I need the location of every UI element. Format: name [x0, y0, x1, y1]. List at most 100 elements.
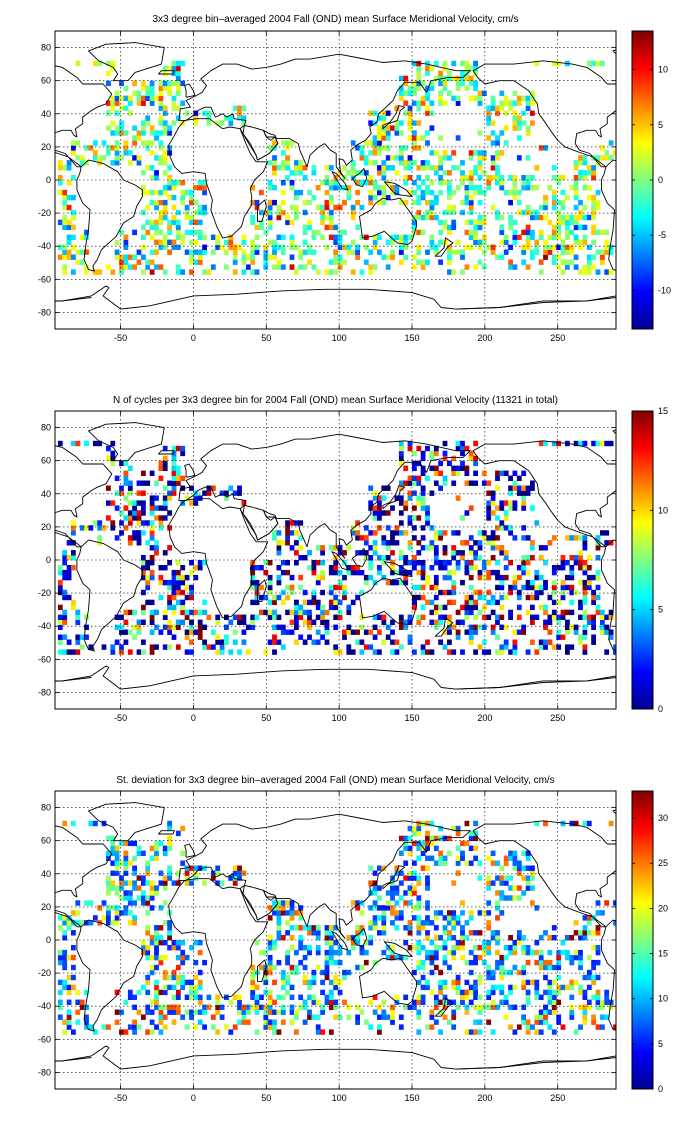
data-bin: [512, 629, 518, 635]
data-bin: [232, 105, 238, 111]
data-bin: [433, 170, 439, 176]
data-bin: [285, 930, 290, 936]
data-bin: [495, 905, 500, 911]
data-bin: [232, 259, 238, 265]
data-bin: [481, 214, 487, 221]
data-bin: [425, 85, 430, 91]
data-bin: [486, 180, 492, 186]
data-bin: [381, 254, 387, 260]
data-bin: [276, 925, 282, 931]
data-bin: [455, 989, 461, 996]
data-bin: [525, 234, 531, 240]
data-bin: [289, 185, 295, 191]
data-bin: [237, 490, 242, 496]
data-bin: [521, 505, 527, 511]
data-bin: [372, 530, 378, 536]
data-bin: [132, 90, 137, 96]
data-bin: [512, 865, 518, 871]
data-bin: [569, 599, 575, 606]
data-bin: [595, 204, 601, 211]
data-bin: [154, 175, 159, 181]
data-bin: [71, 525, 76, 531]
data-bin: [71, 145, 76, 151]
data-bin: [127, 480, 133, 486]
data-bin: [114, 155, 120, 161]
data-bin: [162, 1004, 168, 1010]
data-bin: [167, 930, 172, 936]
data-bin: [403, 555, 409, 561]
data-bin: [447, 155, 452, 161]
data-bin: [158, 100, 164, 106]
coastline-new-guinea: [383, 941, 413, 958]
data-bin: [521, 569, 527, 576]
data-bin: [189, 199, 194, 206]
data-bin: [328, 259, 334, 265]
data-bin: [447, 180, 452, 186]
data-bin: [460, 199, 465, 206]
data-bin: [516, 940, 522, 946]
data-bin: [407, 490, 413, 496]
data-bin: [154, 95, 159, 101]
data-bin: [595, 974, 601, 981]
data-bin: [193, 249, 199, 255]
data-bin: [398, 565, 404, 571]
data-bin: [569, 259, 575, 265]
data-bin: [141, 170, 146, 176]
data-bin: [149, 165, 155, 171]
data-bin: [560, 219, 566, 226]
data-bin: [473, 189, 478, 196]
data-bin: [171, 244, 177, 250]
data-bin: [560, 204, 566, 211]
data-bin: [84, 989, 89, 996]
data-bin: [578, 989, 583, 996]
data-bin: [276, 574, 282, 581]
data-bin: [438, 70, 443, 77]
data-bin: [197, 940, 203, 946]
data-bin: [215, 649, 221, 655]
data-bin: [433, 910, 439, 916]
y-tick-label: 40: [41, 109, 51, 119]
data-bin: [398, 460, 404, 467]
data-bin: [468, 560, 474, 566]
data-bin: [565, 194, 570, 201]
data-bin: [276, 550, 282, 556]
data-bin: [145, 560, 151, 566]
data-bin: [162, 984, 168, 991]
data-bin: [57, 165, 63, 171]
data-bin: [442, 855, 448, 861]
data-bin: [525, 609, 531, 616]
data-bin: [521, 555, 527, 561]
data-bin: [525, 555, 531, 561]
data-bin: [530, 214, 535, 221]
data-bin: [538, 145, 544, 151]
data-bin: [114, 910, 120, 916]
data-bin: [460, 945, 465, 951]
data-bin: [438, 969, 443, 976]
data-bin: [154, 505, 159, 511]
data-bin: [123, 470, 129, 476]
data-bin: [556, 229, 562, 236]
data-bin: [442, 1004, 448, 1010]
data-bin: [503, 189, 509, 196]
data-bin: [175, 964, 181, 971]
x-tick-label: 0: [191, 713, 196, 723]
data-bin: [503, 555, 509, 561]
data-bin: [464, 594, 470, 601]
data-bin: [149, 530, 155, 536]
colorbar-tick-label: 5: [658, 605, 663, 615]
data-bin: [210, 264, 216, 270]
data-bin: [215, 619, 221, 625]
data-bin: [272, 999, 277, 1005]
data-bin: [141, 895, 146, 901]
data-bin: [433, 925, 439, 931]
data-bin: [451, 60, 457, 67]
data-bin: [298, 584, 304, 591]
data-bin: [521, 850, 527, 856]
data-bin: [141, 649, 146, 655]
data-bin: [425, 249, 430, 255]
data-bin: [228, 115, 234, 121]
data-bin: [267, 935, 273, 941]
data-bin: [499, 614, 505, 620]
colorbar: [631, 30, 654, 330]
data-bin: [560, 609, 566, 616]
